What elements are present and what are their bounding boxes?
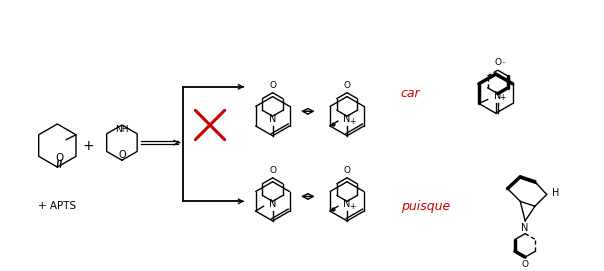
Text: NH: NH [115, 125, 129, 134]
Text: O: O [344, 81, 350, 90]
Text: N: N [343, 114, 351, 124]
Text: O: O [344, 166, 350, 175]
Text: O: O [269, 166, 276, 175]
Text: +: + [349, 117, 355, 125]
Text: O: O [522, 260, 528, 269]
Text: +: + [349, 202, 355, 211]
Text: O: O [118, 150, 126, 160]
Text: +: + [500, 93, 506, 102]
Text: N: N [343, 199, 351, 209]
Text: O: O [494, 58, 501, 67]
Text: N: N [269, 114, 276, 124]
Text: +: + [83, 138, 94, 153]
Text: N: N [494, 91, 501, 101]
Text: car: car [401, 87, 420, 100]
Text: + APTS: + APTS [38, 201, 76, 211]
Text: O: O [269, 81, 276, 90]
Text: N: N [521, 223, 529, 233]
Text: puisque: puisque [401, 200, 450, 213]
Text: O: O [55, 153, 63, 163]
Text: ..: .. [501, 56, 506, 65]
Text: H: H [551, 188, 559, 198]
Text: N: N [269, 199, 276, 209]
